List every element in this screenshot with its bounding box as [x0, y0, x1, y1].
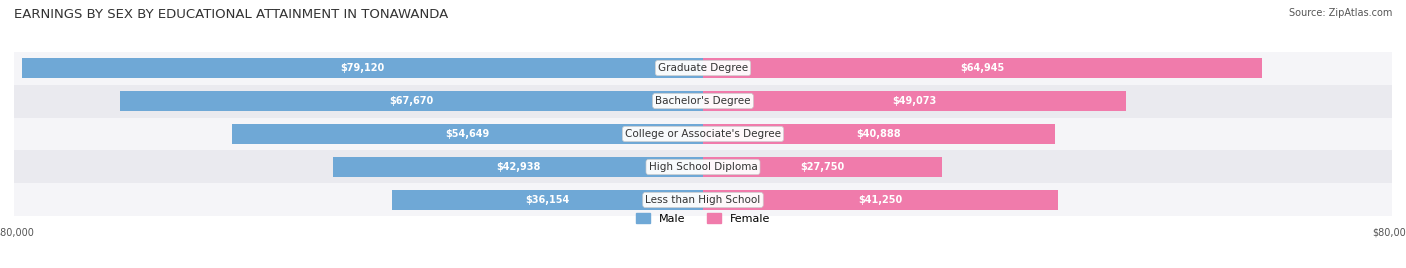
Text: $64,945: $64,945 — [960, 63, 1005, 73]
Bar — [21, 58, 703, 78]
Text: EARNINGS BY SEX BY EDUCATIONAL ATTAINMENT IN TONAWANDA: EARNINGS BY SEX BY EDUCATIONAL ATTAINMEN… — [14, 8, 449, 21]
Bar — [392, 190, 703, 210]
Bar — [14, 184, 1392, 217]
Bar — [703, 124, 1054, 144]
Text: $67,670: $67,670 — [389, 96, 433, 106]
Bar — [703, 190, 1059, 210]
Bar — [14, 151, 1392, 184]
Text: $54,649: $54,649 — [446, 129, 489, 139]
Text: $40,888: $40,888 — [856, 129, 901, 139]
Text: $79,120: $79,120 — [340, 63, 384, 73]
Text: $42,938: $42,938 — [496, 162, 540, 172]
Bar — [232, 124, 703, 144]
Text: Less than High School: Less than High School — [645, 195, 761, 205]
Legend: Male, Female: Male, Female — [631, 209, 775, 228]
Text: $41,250: $41,250 — [859, 195, 903, 205]
Text: $27,750: $27,750 — [800, 162, 845, 172]
Bar — [14, 84, 1392, 117]
Bar — [703, 91, 1126, 111]
Bar — [703, 157, 942, 177]
Text: Source: ZipAtlas.com: Source: ZipAtlas.com — [1288, 8, 1392, 18]
Text: College or Associate's Degree: College or Associate's Degree — [626, 129, 780, 139]
Bar — [14, 117, 1392, 151]
Text: High School Diploma: High School Diploma — [648, 162, 758, 172]
Bar — [14, 51, 1392, 84]
Text: $36,154: $36,154 — [526, 195, 569, 205]
Bar — [703, 58, 1263, 78]
Bar — [121, 91, 703, 111]
Bar — [333, 157, 703, 177]
Text: Graduate Degree: Graduate Degree — [658, 63, 748, 73]
Text: $49,073: $49,073 — [893, 96, 936, 106]
Text: Bachelor's Degree: Bachelor's Degree — [655, 96, 751, 106]
